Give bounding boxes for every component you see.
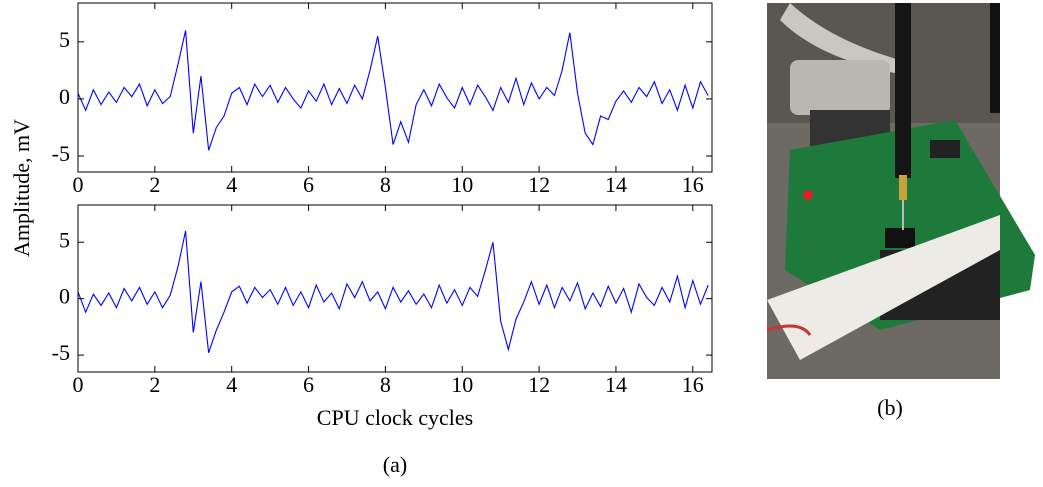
y-tick-label: 0 xyxy=(59,84,70,109)
signal-line xyxy=(77,230,709,353)
y-tick-label: -5 xyxy=(52,141,70,166)
caption-a: (a) xyxy=(383,452,407,477)
x-tick-label: 16 xyxy=(682,172,704,197)
x-axis-label: CPU clock cycles xyxy=(317,405,473,430)
y-tick-label: 0 xyxy=(59,284,70,309)
x-tick-label: 0 xyxy=(73,372,84,397)
y-tick-label: 5 xyxy=(59,27,70,52)
x-tick-label: 10 xyxy=(451,172,473,197)
caption-b: (b) xyxy=(877,395,903,420)
x-tick-label: 6 xyxy=(303,172,314,197)
x-tick-label: 14 xyxy=(605,372,627,397)
x-tick-label: 6 xyxy=(303,372,314,397)
x-tick-label: 14 xyxy=(605,172,627,197)
y-tick-label: -5 xyxy=(52,340,70,365)
x-tick-label: 2 xyxy=(149,372,160,397)
x-tick-label: 0 xyxy=(73,172,84,197)
photo xyxy=(766,3,1035,379)
x-tick-label: 12 xyxy=(528,172,550,197)
y-tick-label: 5 xyxy=(59,227,70,252)
x-tick-label: 8 xyxy=(380,372,391,397)
x-tick-label: 10 xyxy=(451,372,473,397)
x-tick-label: 4 xyxy=(226,172,237,197)
x-tick-label: 12 xyxy=(528,372,550,397)
x-tick-label: 4 xyxy=(226,372,237,397)
axes-box xyxy=(77,204,713,373)
signal-line xyxy=(77,30,709,151)
x-tick-label: 8 xyxy=(380,172,391,197)
x-tick-label: 16 xyxy=(682,372,704,397)
y-axis-label: Amplitude, mV xyxy=(9,119,34,257)
axes-box xyxy=(77,2,713,173)
x-tick-label: 2 xyxy=(149,172,160,197)
